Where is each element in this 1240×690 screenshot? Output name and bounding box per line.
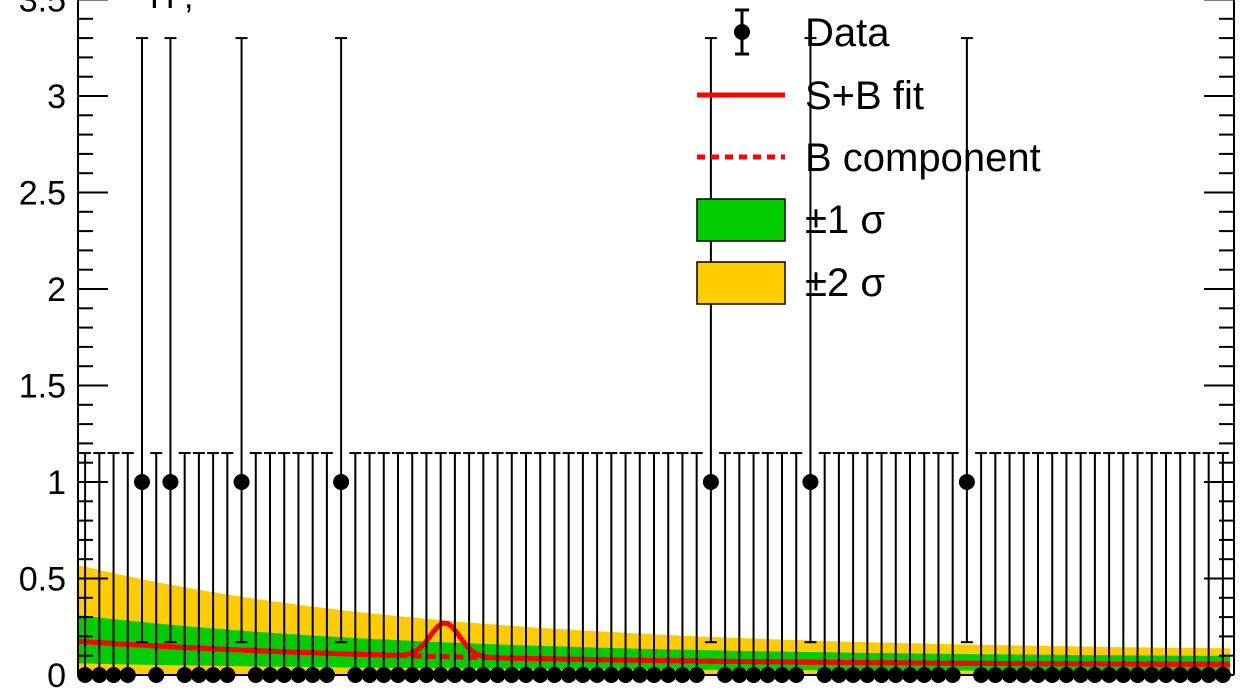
y-tick-label: 3.5 <box>19 0 66 20</box>
legend-label: B component <box>805 136 1041 180</box>
legend-label: ±2 σ <box>805 261 885 305</box>
data-point <box>234 474 250 490</box>
plot-frame <box>78 0 1234 675</box>
data-point <box>333 474 349 490</box>
legend-swatch-band <box>697 262 785 304</box>
y-tick-label: 1 <box>47 464 66 502</box>
top-text-fragment: H , <box>150 0 193 16</box>
y-tick-label: 0 <box>47 657 66 690</box>
legend-marker-dot <box>734 24 750 40</box>
data-point <box>703 474 719 490</box>
y-axis-tick-labels: 0 0.5 1 1.5 2 2.5 3 3.5 <box>19 0 66 690</box>
y-tick-label: 0.5 <box>19 561 66 599</box>
y-tick-label: 2.5 <box>19 175 66 213</box>
y-tick-label: 2 <box>47 271 66 309</box>
legend-label: S+B fit <box>805 74 924 118</box>
data-point <box>802 474 818 490</box>
legend-swatch-band <box>697 199 785 241</box>
legend-label: ±1 σ <box>805 198 885 242</box>
data-point <box>134 474 150 490</box>
y-axis-ticks <box>78 0 1234 675</box>
legend-label: Data <box>805 11 890 55</box>
data-point <box>162 474 178 490</box>
data-point <box>959 474 975 490</box>
data-error-bars <box>79 38 1229 675</box>
legend: Data S+B fit B component ±1 σ ±2 σ <box>697 10 1041 305</box>
y-tick-label: 3 <box>47 78 66 116</box>
y-tick-label: 1.5 <box>19 368 66 406</box>
